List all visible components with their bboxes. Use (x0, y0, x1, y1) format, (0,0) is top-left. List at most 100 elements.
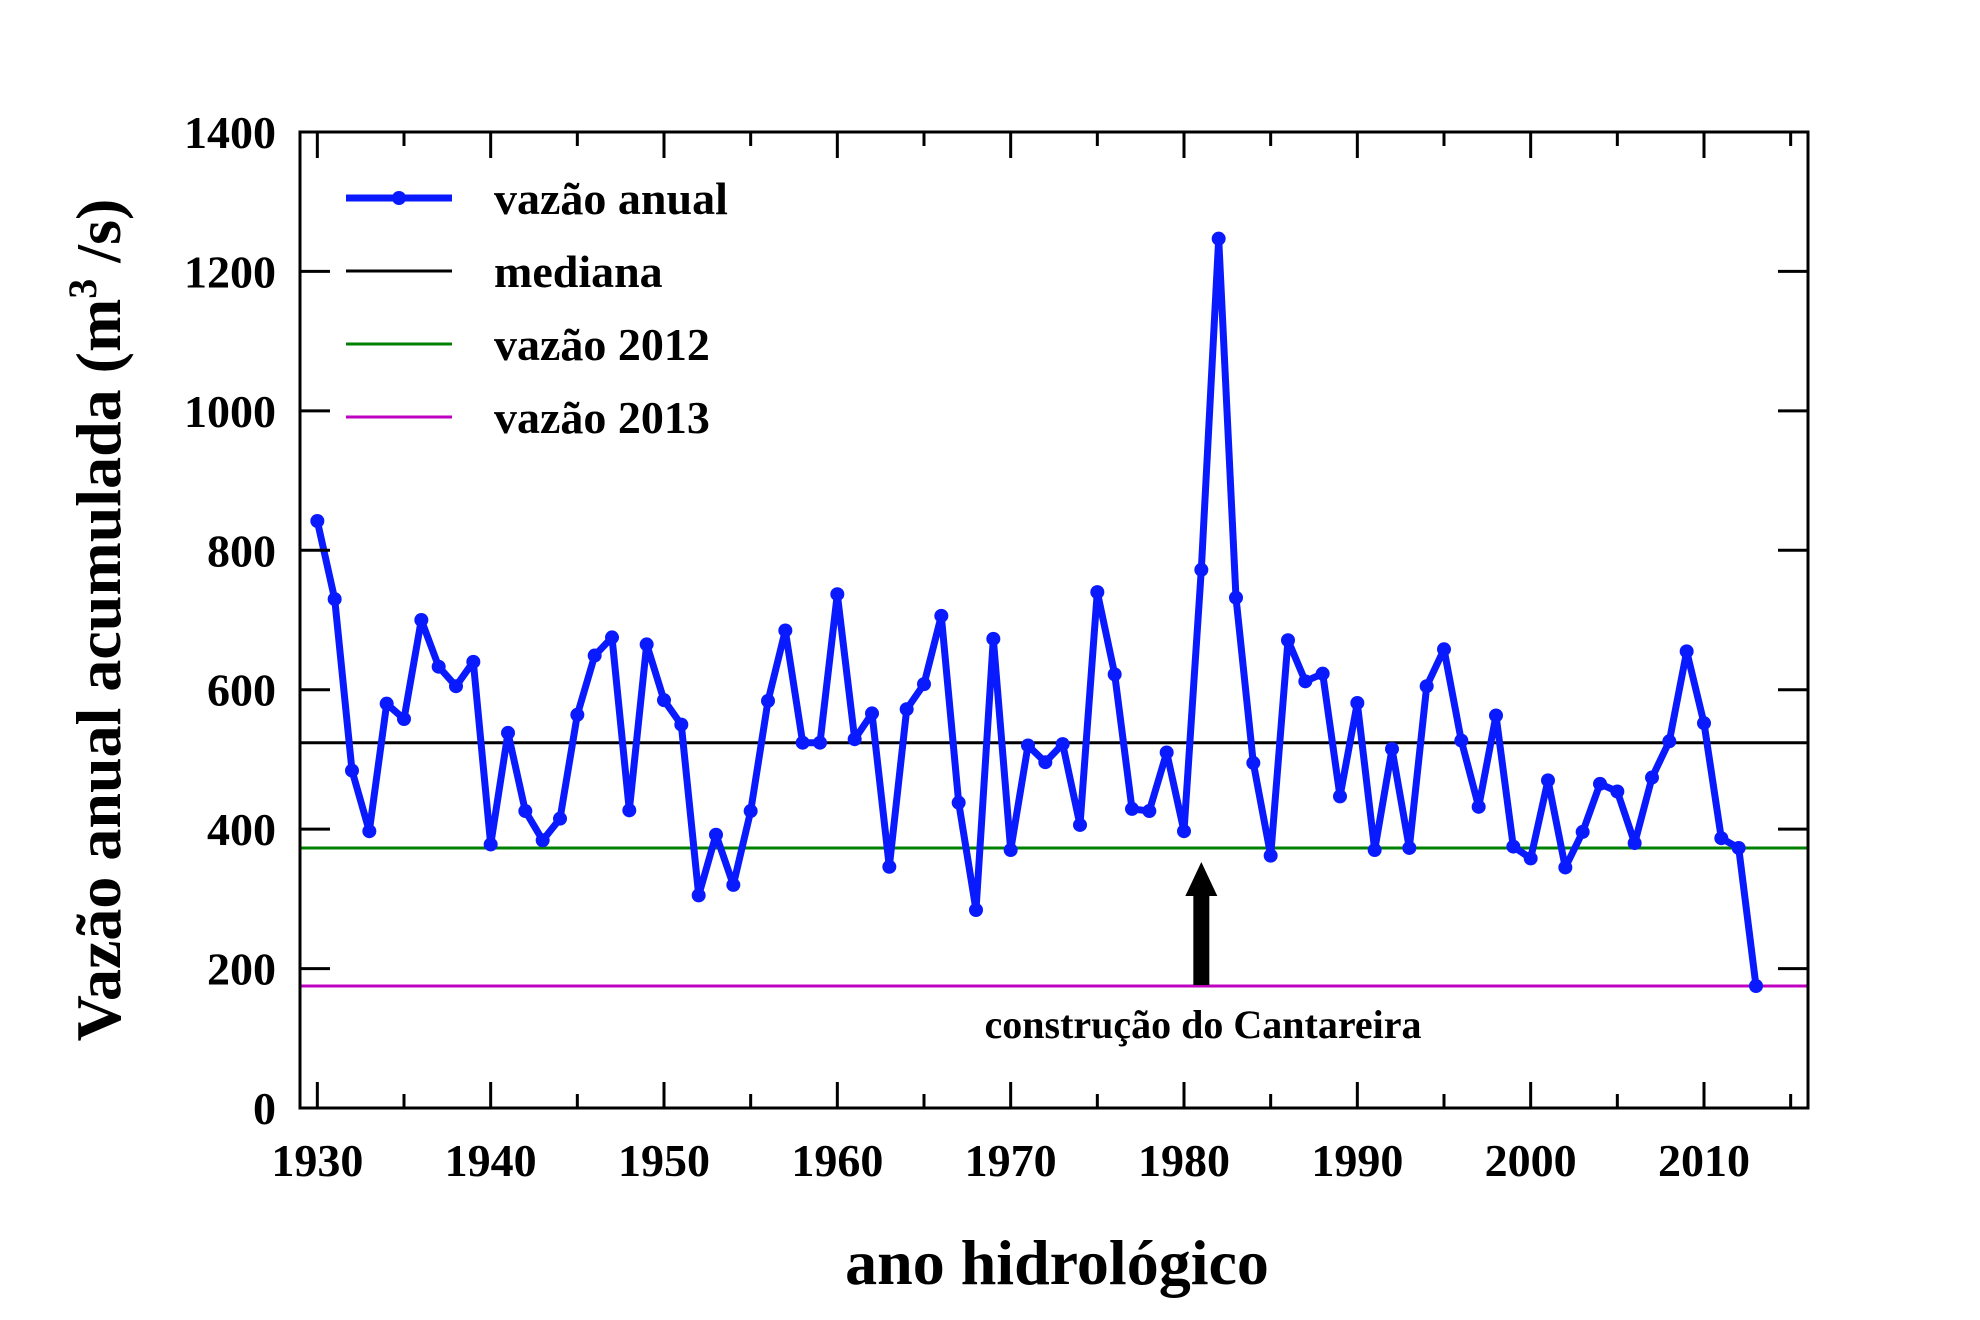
data-point (345, 763, 359, 778)
data-point (1385, 741, 1399, 756)
series-layer (310, 231, 1763, 993)
data-point (1350, 695, 1365, 710)
data-point (1177, 824, 1191, 839)
data-point (1627, 836, 1642, 851)
x-tick-label: 1950 (618, 1135, 710, 1186)
x-tick-label: 1930 (271, 1135, 363, 1186)
annotation-arrow-head (1185, 862, 1218, 897)
x-tick-label: 1940 (445, 1135, 537, 1186)
data-point (605, 630, 619, 645)
data-point (1021, 738, 1035, 753)
data-point (657, 693, 671, 708)
data-point (483, 837, 498, 852)
legend-label-1: mediana (494, 246, 663, 297)
data-point (570, 707, 585, 722)
data-point (431, 659, 446, 674)
data-point (1229, 590, 1243, 605)
data-point (1090, 585, 1105, 600)
data-point (813, 735, 827, 750)
y-tick-label: 600 (207, 665, 276, 716)
data-point (1714, 831, 1729, 846)
data-point (1749, 979, 1763, 993)
data-point (986, 631, 1001, 646)
plot-frame (298, 130, 1810, 1110)
y-tick-label: 200 (207, 944, 276, 995)
axis-ticks (300, 130, 1808, 1110)
data-point (847, 732, 862, 747)
x-tick-label: 1960 (791, 1135, 883, 1186)
data-point (362, 824, 377, 839)
y-axis-title-superscript: 3 (60, 279, 105, 299)
data-point (1142, 804, 1157, 819)
data-point (1523, 851, 1538, 866)
data-point (310, 514, 325, 529)
data-point (882, 859, 897, 874)
y-axis-title-end: /s) (63, 199, 134, 279)
data-point (899, 702, 914, 717)
data-point (1679, 644, 1694, 659)
tick-labels: 0 200 400 600 800 1000 1200 1400 1930 1940 1950 196… (184, 107, 1750, 1186)
data-point (1107, 667, 1122, 682)
data-point (587, 648, 602, 663)
data-point (865, 706, 879, 721)
x-tick-label: 2010 (1658, 1135, 1750, 1186)
data-point (414, 613, 429, 627)
data-point (743, 804, 758, 819)
data-point (518, 804, 533, 819)
legend-label-0: vazão anual (494, 173, 728, 224)
data-point (1731, 840, 1746, 855)
data-point (778, 623, 793, 638)
data-point (674, 717, 689, 732)
legend-label-3: vazão 2013 (494, 392, 710, 443)
x-tick-label: 2000 (1485, 1135, 1577, 1186)
data-point (1315, 666, 1330, 681)
data-point (1697, 716, 1711, 731)
data-point (1575, 824, 1590, 839)
data-point (639, 637, 654, 652)
data-point (449, 679, 463, 694)
data-point (327, 592, 342, 607)
data-point (1246, 755, 1261, 770)
data-point (1402, 840, 1417, 855)
data-point (691, 888, 706, 903)
data-point (1073, 817, 1087, 832)
y-axis-title: Vazão anual acumulada (m3 /s) (60, 199, 134, 1042)
data-point (379, 696, 394, 711)
data-point (1333, 789, 1347, 804)
legend-label-2: vazão 2012 (494, 319, 710, 370)
data-point (1419, 679, 1434, 694)
data-point (969, 903, 983, 918)
data-point (1437, 642, 1451, 657)
reference-lines (300, 741, 1808, 988)
data-point (1506, 839, 1521, 854)
y-tick-label: 1200 (184, 246, 276, 297)
data-point (1471, 799, 1486, 814)
data-point (501, 725, 515, 740)
data-point (1454, 733, 1469, 748)
data-point (1125, 801, 1139, 816)
data-point (795, 735, 810, 750)
data-point (830, 587, 845, 602)
data-point (1263, 848, 1278, 863)
y-tick-label: 1000 (184, 386, 276, 437)
data-point (1038, 755, 1053, 770)
data-point (397, 711, 411, 726)
x-tick-label: 1970 (965, 1135, 1057, 1186)
y-tick-label: 1400 (184, 107, 276, 158)
data-point (1645, 770, 1659, 785)
data-point (1662, 734, 1677, 749)
legend-marker (392, 191, 406, 205)
data-point (1558, 860, 1573, 875)
x-axis-title: ano hidrológico (845, 1227, 1269, 1298)
data-point (726, 877, 741, 892)
annotation-text: construção do Cantareira (985, 1002, 1422, 1047)
data-point (1367, 843, 1382, 858)
data-point (917, 677, 931, 692)
x-tick-label: 1980 (1138, 1135, 1230, 1186)
y-axis-title-main: Vazão anual acumulada (m (63, 299, 134, 1042)
data-point (1489, 708, 1503, 723)
y-tick-label: 800 (207, 525, 276, 576)
legend: vazão anual mediana vazão 2012 vazão 2013 (346, 173, 728, 443)
data-point (622, 803, 637, 818)
